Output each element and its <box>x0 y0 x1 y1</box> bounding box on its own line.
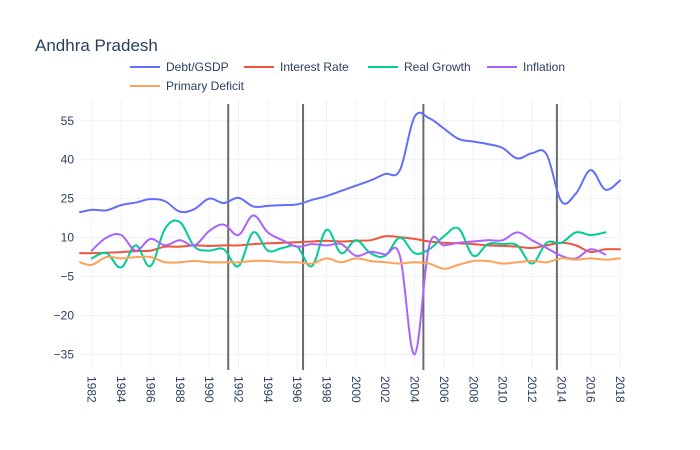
series-line-debt-gsdp <box>79 111 621 214</box>
x-tick-label: 1990 <box>202 376 216 403</box>
series-line-primary-deficit <box>79 255 621 270</box>
x-tick-label: 2018 <box>613 376 627 403</box>
y-tick-label: −20 <box>54 308 75 322</box>
x-tick-label: 2014 <box>554 376 568 403</box>
vertical-lines <box>227 104 558 370</box>
x-tick-label: 2004 <box>408 376 422 403</box>
series-layer <box>79 111 621 356</box>
x-tick-label: 1986 <box>143 376 157 403</box>
x-tick-label: 2016 <box>584 376 598 403</box>
x-tick-label: 1994 <box>261 376 275 403</box>
x-tick-label: 1982 <box>85 376 99 403</box>
legend-item-real-growth[interactable]: Real Growth <box>368 60 471 74</box>
x-tick-label: 2008 <box>466 376 480 403</box>
y-tick-label: −5 <box>60 270 74 284</box>
y-tick-label: 10 <box>61 231 75 245</box>
x-tick-label: 2000 <box>349 376 363 403</box>
chart-title: Andhra Pradesh <box>35 36 158 55</box>
y-tick-label: −35 <box>54 347 75 361</box>
axis-layer: 55 40 25 10 −5 −20 −35 1982 1984 1986 1988 1990 1992… <box>54 114 627 403</box>
series-line-interest-rate <box>79 235 621 255</box>
x-tick-label: 2012 <box>525 376 539 403</box>
grid-layer <box>80 100 621 370</box>
y-tick-label: 25 <box>61 192 75 206</box>
x-tick-label: 1992 <box>231 376 245 403</box>
y-tick-label: 40 <box>61 153 75 167</box>
x-tick-label: 2006 <box>437 376 451 403</box>
series-line-real-growth <box>90 219 607 269</box>
legend-label-interest-rate: Interest Rate <box>280 60 349 74</box>
y-tick-label: 55 <box>61 114 75 128</box>
x-tick-label: 2010 <box>496 376 510 403</box>
x-tick-label: 1988 <box>173 376 187 403</box>
legend-label-real-growth: Real Growth <box>404 60 471 74</box>
legend-item-inflation[interactable]: Inflation <box>487 60 565 74</box>
legend-item-interest-rate[interactable]: Interest Rate <box>244 60 349 74</box>
legend-item-primary-deficit[interactable]: Primary Deficit <box>130 79 245 93</box>
legend-label-debt-gsdp: Debt/GSDP <box>166 60 229 74</box>
x-tick-label: 2002 <box>378 376 392 403</box>
legend-label-inflation: Inflation <box>523 60 565 74</box>
legend-item-debt-gsdp[interactable]: Debt/GSDP <box>130 60 229 74</box>
x-tick-label: 1996 <box>290 376 304 403</box>
legend[interactable]: Debt/GSDP Interest Rate Real Growth Inflati… <box>130 60 565 93</box>
legend-label-primary-deficit: Primary Deficit <box>166 79 245 93</box>
x-tick-label: 1998 <box>320 376 334 403</box>
x-tick-label: 1984 <box>114 376 128 403</box>
series-line-inflation <box>90 214 607 356</box>
